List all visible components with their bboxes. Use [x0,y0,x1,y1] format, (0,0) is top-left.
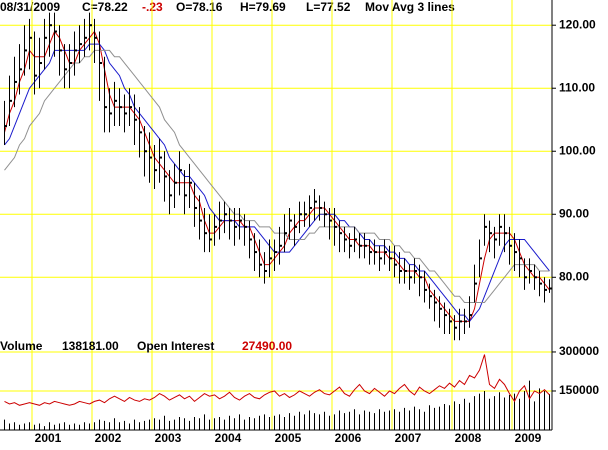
x-tick-label: 2007 [395,431,422,445]
x-tick-label: 2006 [335,431,362,445]
y-tick-label: 100.00 [559,143,596,157]
volume-header: 27490.00 [242,339,292,353]
change-label: -.23 [142,0,163,14]
x-tick-label: 2005 [275,431,302,445]
low-label: L=77.52 [306,0,351,14]
y-tick-label: 110.00 [559,80,595,94]
open-interest-line [4,354,550,406]
volume-header: Volume [0,339,43,353]
y-tick-label: 150000 [559,383,599,397]
date: 08/31/2009 [0,0,60,14]
x-tick-label: 2004 [215,431,242,445]
y-tick-label: 80.00 [559,269,589,283]
header: 08/31/2009 C=78.22 -.23 O=78.16 H=79.69 … [0,0,455,14]
volume-header: 138181.00 [62,339,119,353]
x-tick-label: 2003 [155,431,182,445]
open-label: O=78.16 [176,0,223,14]
volume-header: Open Interest [137,339,214,353]
high-label: H=79.69 [240,0,286,14]
moving-average [4,49,550,303]
x-tick-label: 2002 [95,431,122,445]
x-tick-label: 2009 [515,431,542,445]
studies-label: Mov Avg 3 lines [365,0,455,14]
x-tick-label: 2008 [455,431,482,445]
y-tick-label: 120.00 [559,17,596,31]
y-tick-label: 90.00 [559,206,589,220]
moving-average [4,30,550,322]
y-tick-label: 300000 [559,344,599,358]
x-tick-label: 2001 [35,431,62,445]
close-label: C=78.22 [82,0,128,14]
grid [0,0,552,430]
